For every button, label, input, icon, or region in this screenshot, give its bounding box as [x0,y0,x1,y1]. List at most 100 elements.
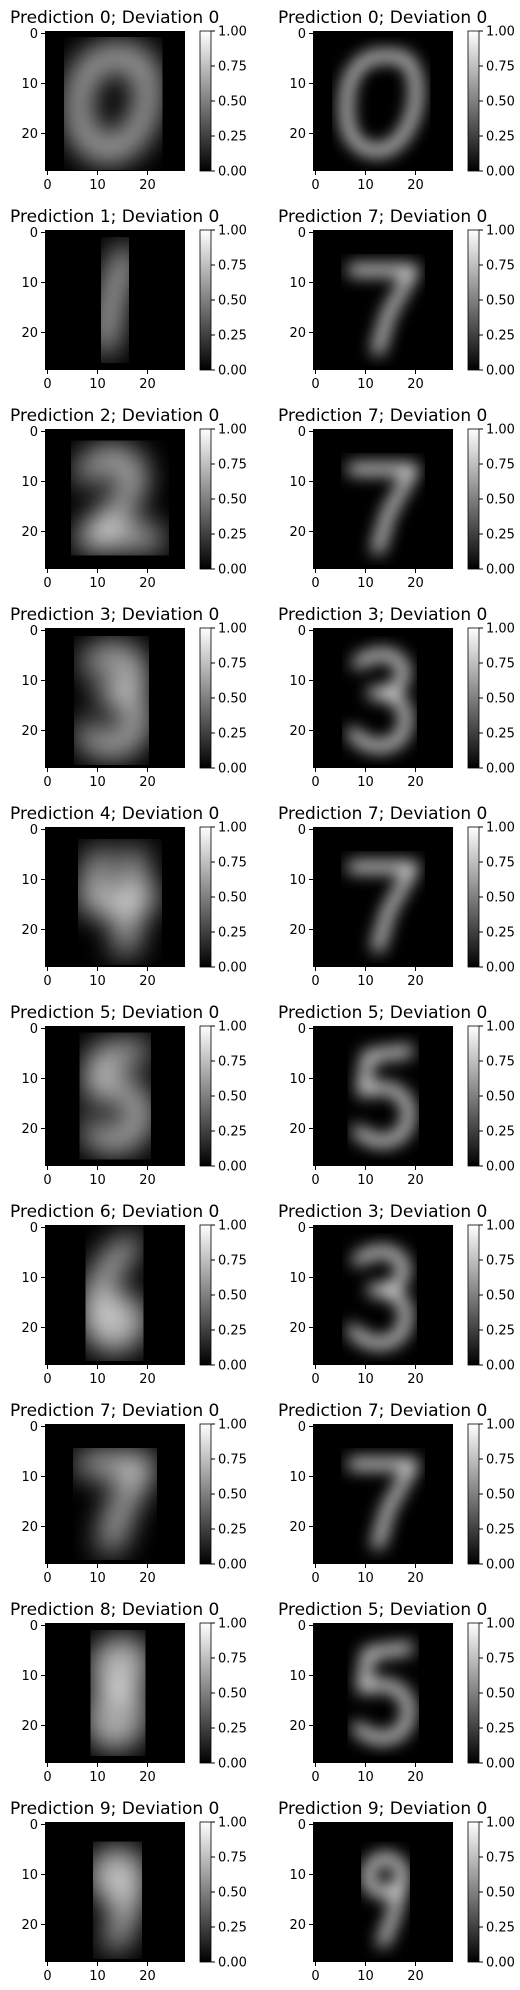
colorbar-tick-label-4-left-0: 0.00 [218,961,247,976]
colorbar-tick-label-9-right-3: 0.75 [486,1851,515,1866]
colorbar-tick-label-5-left-0: 0.00 [218,1160,247,1175]
y-tick-label-1-left-0: 0 [30,226,38,241]
colorbar-tick-label-8-left-2: 0.50 [218,1687,247,1702]
y-tick-label-7-left-1: 10 [21,1470,38,1485]
colorbar-tick-label-5-left-4: 1.00 [218,1020,247,1035]
y-tick-label-1-right-1: 10 [289,276,306,291]
x-tick-label-3-right-0: 0 [311,775,319,790]
y-tick-label-6-right-2: 20 [289,1321,306,1336]
x-tick-label-3-left-0: 0 [43,775,51,790]
y-tick-label-5-left-2: 20 [21,1122,38,1137]
colorbar-tick-label-5-right-4: 1.00 [486,1020,515,1035]
x-tick-label-1-right-1: 10 [357,377,374,392]
colorbar-tick-label-1-right-0: 0.00 [486,364,515,379]
colorbar-tick-label-9-left-1: 0.25 [218,1921,247,1936]
x-tick-label-0-right-2: 20 [407,178,424,193]
y-tick-label-7-left-2: 20 [21,1520,38,1535]
panel-2-left: Prediction 2; Deviation 00 10 20010200.000… [10,406,247,591]
panel-7-right: Prediction 7; Deviation 00 10 20010200.000… [278,1401,515,1586]
colorbar-2-left [199,428,212,570]
panel-title-2-right: Prediction 7; Deviation 0 [278,406,487,426]
colorbar-tick-label-7-left-1: 0.25 [218,1523,247,1538]
panel-title-3-right: Prediction 3; Deviation 0 [278,605,487,625]
x-tick-label-1-right-0: 0 [311,377,319,392]
panel-3-left: Prediction 3; Deviation 00 10 20010200.000… [10,605,247,790]
colorbar-tick-label-6-right-0: 0.00 [486,1359,515,1374]
y-tick-label-5-left-1: 10 [21,1072,38,1087]
y-tick-label-3-right-1: 10 [289,674,306,689]
colorbar-tick-label-4-left-2: 0.50 [218,891,247,906]
x-tick-label-6-right-2: 20 [407,1372,424,1387]
x-tick-label-3-left-2: 20 [139,775,156,790]
panel-2-right: Prediction 7; Deviation 00 10 20010200.000… [278,406,515,591]
colorbar-tick-label-9-left-0: 0.00 [218,1956,247,1971]
colorbar-tick-label-6-right-2: 0.50 [486,1289,515,1304]
x-tick-label-5-left-2: 20 [139,1173,156,1188]
colorbar-tick-label-2-left-3: 0.75 [218,458,247,473]
colorbar-tick-label-2-right-3: 0.75 [486,458,515,473]
digit-strokes-9-right [362,1852,409,1948]
panel-title-4-left: Prediction 4; Deviation 0 [10,804,219,824]
x-tick-label-2-right-1: 10 [357,576,374,591]
colorbar-3-left [199,627,212,769]
digit-strokes-6-left [85,1236,144,1351]
y-tick-label-8-left-1: 10 [21,1669,38,1684]
y-tick-label-7-right-1: 10 [289,1470,306,1485]
y-tick-label-2-right-0: 0 [298,425,306,440]
colorbar-tick-label-4-left-3: 0.75 [218,856,247,871]
colorbar-5-right [467,1025,480,1167]
panel-1-right: Prediction 7; Deviation 00 10 20010200.000… [278,207,515,392]
colorbar-tick-label-1-right-1: 0.25 [486,329,515,344]
y-tick-label-9-left-1: 10 [21,1868,38,1883]
colorbar-tick-label-4-right-1: 0.25 [486,926,515,941]
digit-strokes-7-right [347,1458,419,1550]
x-tick-label-9-left-2: 20 [139,1969,156,1984]
x-tick-label-2-left-0: 0 [43,576,51,591]
x-tick-label-8-right-0: 0 [311,1770,319,1785]
panel-3-right: Prediction 3; Deviation 00 10 20010200.000… [278,605,515,790]
colorbar-tick-label-0-left-1: 0.25 [218,130,247,145]
x-tick-label-6-left-0: 0 [43,1372,51,1387]
x-tick-label-0-left-1: 10 [89,178,106,193]
colorbar-tick-label-3-left-4: 1.00 [218,622,247,637]
colorbar-tick-label-8-right-3: 0.75 [486,1652,515,1667]
colorbar-tick-label-3-left-2: 0.50 [218,692,247,707]
colorbar-tick-label-1-right-3: 0.75 [486,259,515,274]
y-tick-label-5-right-2: 20 [289,1122,306,1137]
x-tick-label-4-left-1: 10 [89,974,106,989]
y-tick-label-0-left-0: 0 [30,27,38,42]
colorbar-1-left [199,229,212,371]
y-tick-label-1-left-1: 10 [21,276,38,291]
colorbar-tick-label-6-left-0: 0.00 [218,1359,247,1374]
y-tick-label-7-right-2: 20 [289,1520,306,1535]
y-tick-label-5-left-0: 0 [30,1022,38,1037]
colorbar-tick-label-6-left-4: 1.00 [218,1219,247,1234]
colorbar-tick-label-2-left-2: 0.50 [218,493,247,508]
colorbar-tick-label-9-right-1: 0.25 [486,1921,515,1936]
panel-title-6-left: Prediction 6; Deviation 0 [10,1202,219,1222]
y-tick-label-3-left-2: 20 [21,724,38,739]
colorbar-tick-label-8-right-4: 1.00 [486,1617,515,1632]
colorbar-tick-label-7-right-3: 0.75 [486,1453,515,1468]
x-tick-label-5-left-1: 10 [89,1173,106,1188]
colorbar-tick-label-0-right-1: 0.25 [486,130,515,145]
colorbar-tick-label-9-left-3: 0.75 [218,1851,247,1866]
colorbar-tick-label-7-left-0: 0.00 [218,1558,247,1573]
colorbar-tick-label-4-right-2: 0.50 [486,891,515,906]
x-tick-label-6-left-2: 20 [139,1372,156,1387]
x-tick-label-9-right-1: 10 [357,1969,374,1984]
panel-title-5-right: Prediction 5; Deviation 0 [278,1003,487,1023]
colorbar-9-left [199,1821,212,1963]
x-tick-label-1-right-2: 20 [407,377,424,392]
x-tick-label-4-right-0: 0 [311,974,319,989]
y-tick-label-2-left-0: 0 [30,425,38,440]
panel-title-1-right: Prediction 7; Deviation 0 [278,207,487,227]
colorbar-9-right [467,1821,480,1963]
colorbar-tick-label-2-left-4: 1.00 [218,423,247,438]
colorbar-tick-label-3-left-1: 0.25 [218,727,247,742]
y-tick-label-4-right-1: 10 [289,873,306,888]
colorbar-tick-label-3-right-3: 0.75 [486,657,515,672]
colorbar-tick-label-1-left-1: 0.25 [218,329,247,344]
colorbar-tick-label-1-left-0: 0.00 [218,364,247,379]
